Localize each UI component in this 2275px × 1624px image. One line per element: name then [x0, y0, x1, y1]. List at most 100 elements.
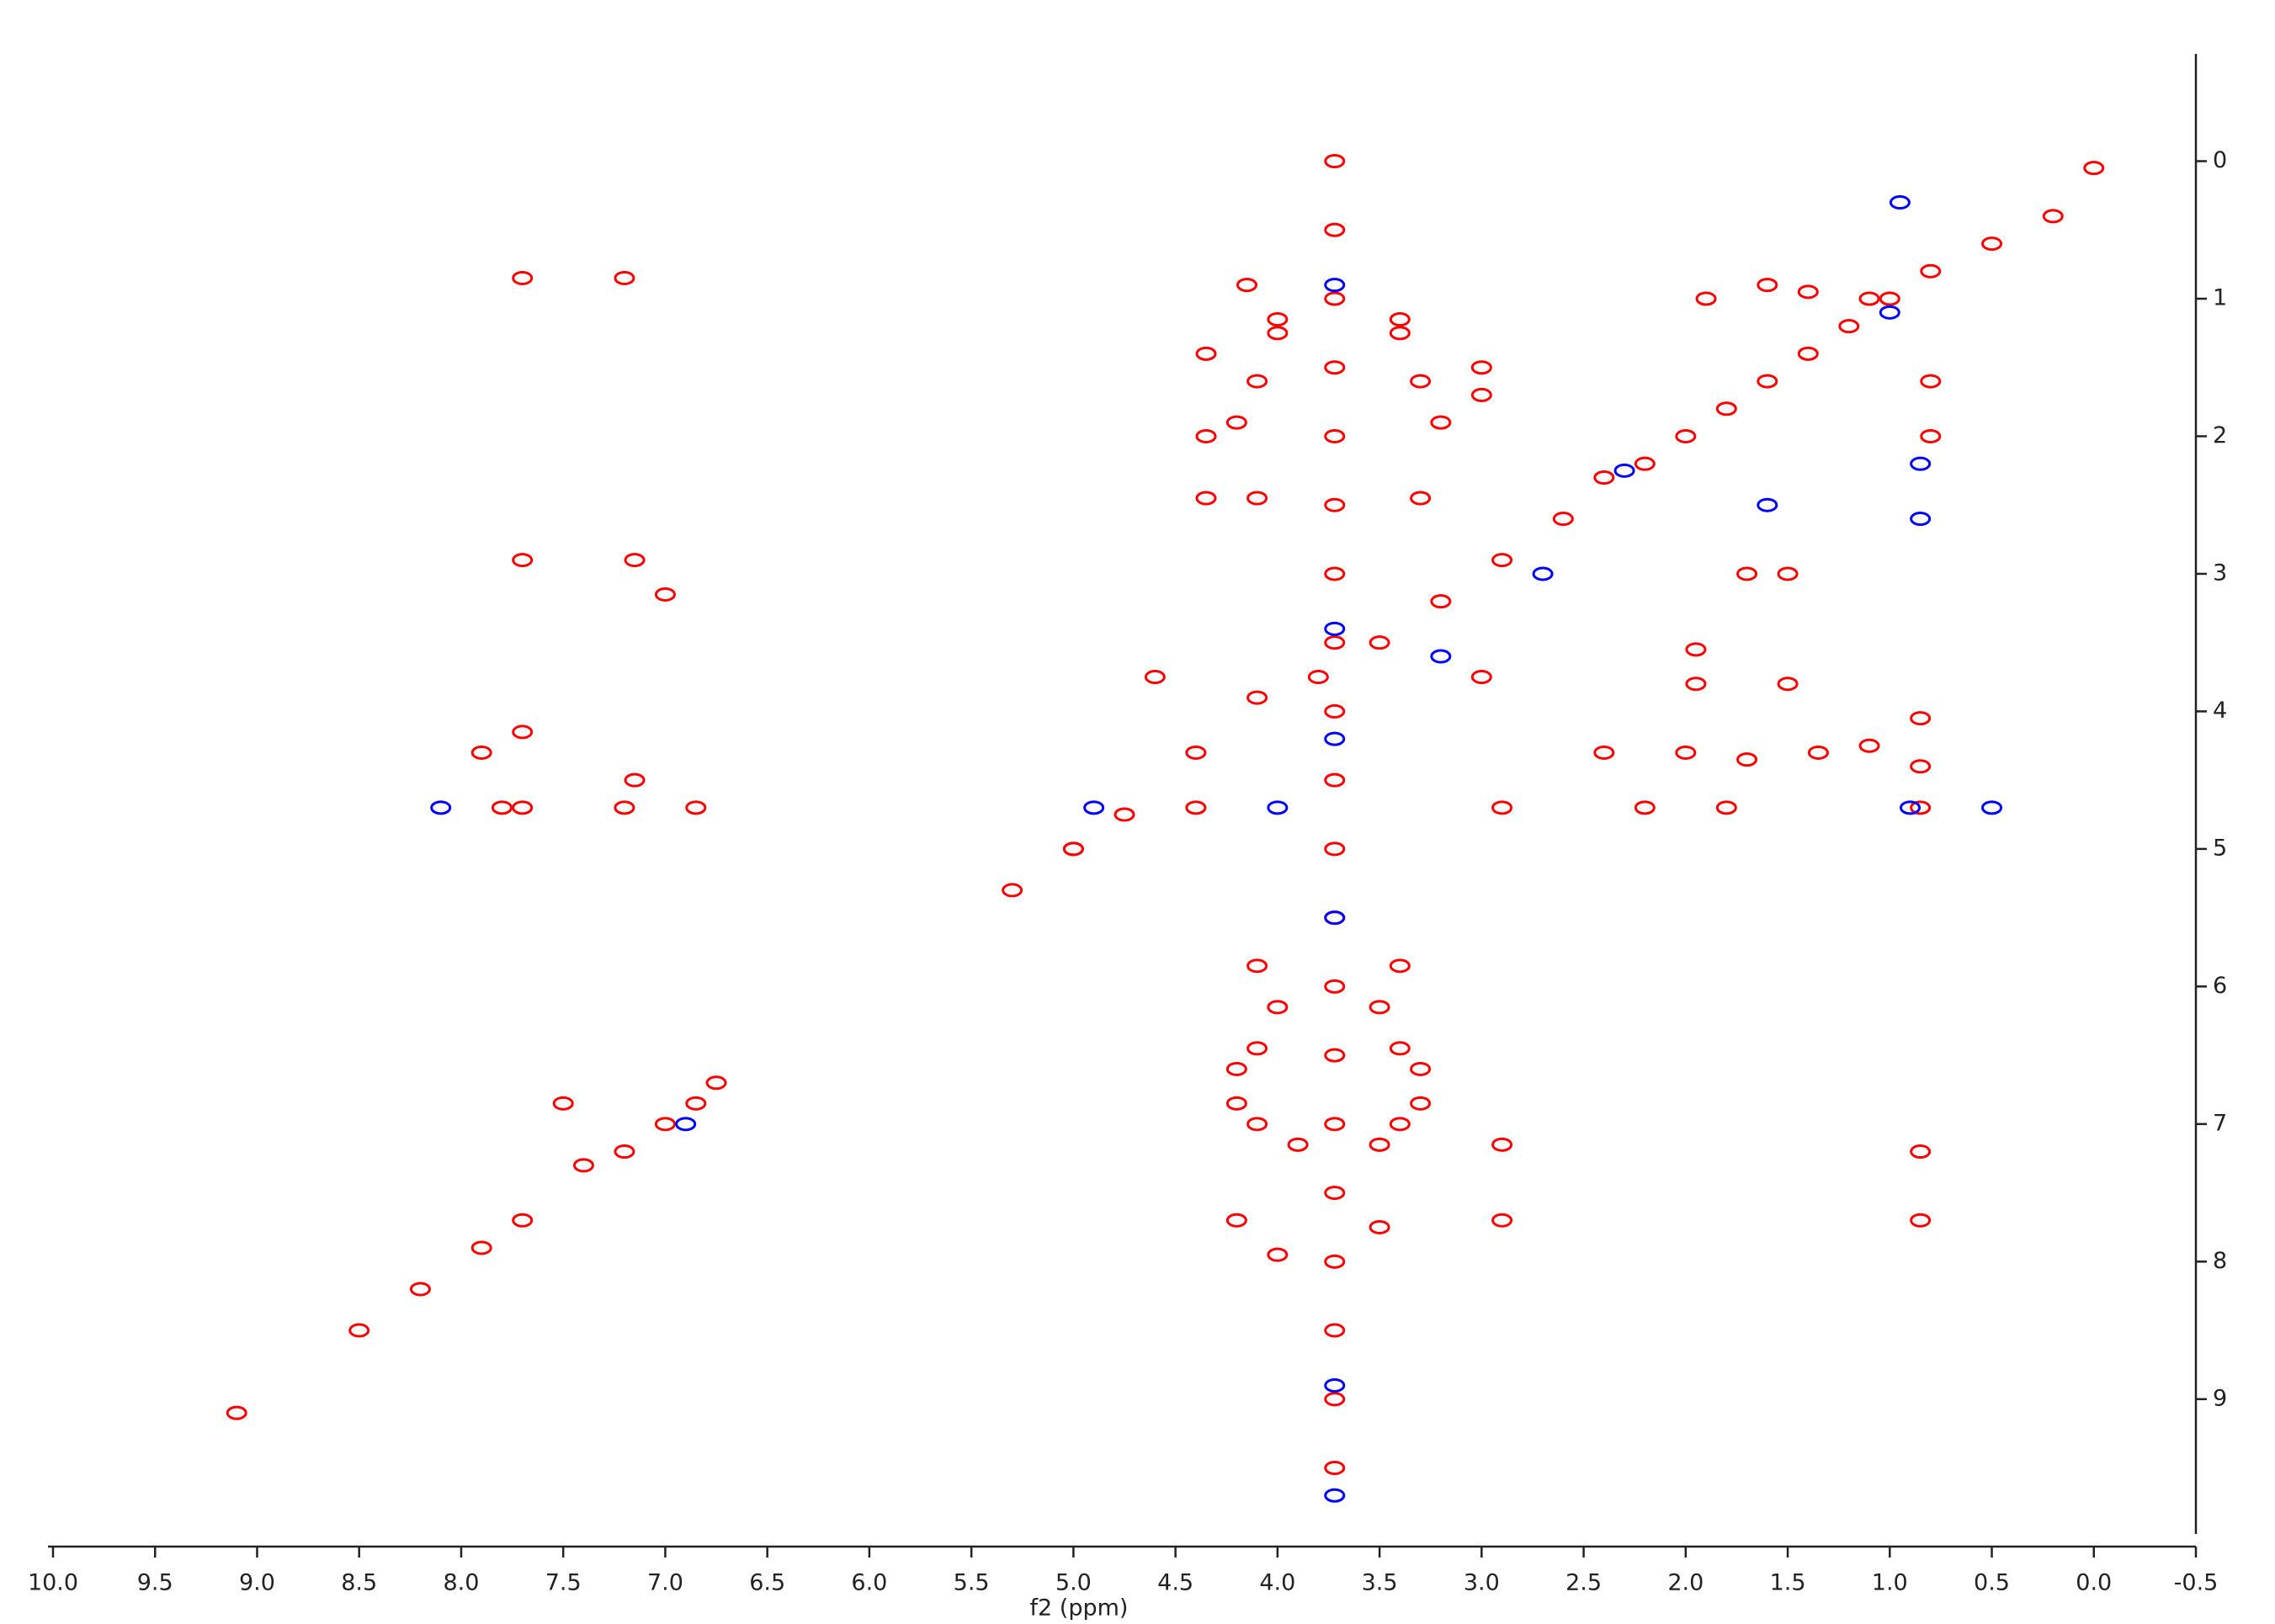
- peak: [1491, 1213, 1513, 1228]
- x-tick-label: 1.5: [1770, 1570, 1806, 1596]
- peak: [1267, 326, 1289, 341]
- peak: [1920, 263, 1942, 279]
- peak: [512, 553, 534, 568]
- peak: [409, 1282, 431, 1297]
- peak: [1246, 374, 1268, 389]
- x-tick-label: 2.5: [1565, 1570, 1602, 1596]
- peak: [614, 270, 635, 285]
- y-tick-label: 6: [2213, 973, 2227, 999]
- peak: [1910, 1213, 1932, 1228]
- peak: [1324, 154, 1346, 169]
- peak: [1225, 1213, 1247, 1228]
- peak: [1195, 428, 1217, 443]
- peak: [1470, 387, 1492, 402]
- x-tick-label: 3.5: [1362, 1570, 1398, 1596]
- peak: [675, 1117, 697, 1132]
- y-tick-label: 4: [2213, 698, 2227, 724]
- x-tick-label: 9.0: [239, 1570, 275, 1596]
- peak: [1777, 566, 1799, 581]
- peak: [1062, 841, 1084, 857]
- peak: [1552, 512, 1574, 527]
- peak: [512, 724, 534, 740]
- peak: [1236, 278, 1257, 293]
- y-tick-label: 7: [2213, 1110, 2227, 1136]
- peak: [1389, 1041, 1411, 1056]
- peak: [1736, 752, 1758, 767]
- peak: [1910, 800, 1932, 815]
- x-tick-label: 3.0: [1464, 1570, 1500, 1596]
- peak: [705, 1075, 727, 1091]
- peak: [1715, 401, 1737, 417]
- peak: [1910, 512, 1932, 527]
- peak: [1410, 1096, 1432, 1111]
- peak: [1267, 1000, 1289, 1015]
- peak: [1736, 566, 1758, 581]
- peak: [1389, 1117, 1411, 1132]
- peak: [1981, 236, 2003, 252]
- peak: [1324, 1117, 1346, 1132]
- peak: [1593, 745, 1615, 760]
- peak: [1410, 1061, 1432, 1076]
- peak: [1324, 910, 1346, 926]
- peak: [1144, 670, 1166, 685]
- peak: [1195, 491, 1217, 506]
- peak: [1858, 291, 1880, 306]
- peak: [1838, 319, 1860, 334]
- x-tick-label: 0.0: [2076, 1570, 2112, 1596]
- peak: [1185, 745, 1207, 760]
- peak: [572, 1158, 594, 1173]
- peak: [1369, 1137, 1390, 1152]
- peak: [1470, 670, 1492, 685]
- peak: [1695, 291, 1717, 306]
- peak: [1246, 1117, 1268, 1132]
- peak: [1369, 635, 1390, 650]
- x-tick-label: 5.5: [954, 1570, 990, 1596]
- x-tick-label: 7.5: [545, 1570, 582, 1596]
- peak: [1910, 711, 1932, 726]
- peak: [1685, 642, 1707, 657]
- peak: [1195, 346, 1217, 361]
- peak: [1324, 1254, 1346, 1269]
- peak: [1369, 1000, 1390, 1015]
- peak: [1324, 841, 1346, 857]
- peak: [1430, 415, 1452, 430]
- peak: [1910, 759, 1932, 774]
- x-tick-label: -0.5: [2174, 1570, 2219, 1596]
- peak: [1410, 491, 1432, 506]
- y-tick-label: 5: [2213, 835, 2227, 861]
- x-tick-label: 5.0: [1055, 1570, 1092, 1596]
- peak: [1910, 1144, 1932, 1160]
- peak: [348, 1323, 370, 1338]
- peak: [1879, 291, 1900, 306]
- peak: [1185, 800, 1207, 815]
- peak: [1491, 1137, 1513, 1152]
- peak: [1324, 566, 1346, 581]
- peak: [1267, 1247, 1289, 1262]
- peak: [1114, 807, 1135, 822]
- x-tick-label: 2.0: [1667, 1570, 1704, 1596]
- peak: [1470, 360, 1492, 375]
- x-tick-label: 4.0: [1259, 1570, 1295, 1596]
- peak: [552, 1096, 574, 1111]
- x-tick-label: 1.0: [1872, 1570, 1908, 1596]
- x-axis-label: f2 (ppm): [1030, 1595, 1129, 1621]
- peak: [512, 800, 534, 815]
- peak: [1777, 677, 1799, 692]
- peak: [1797, 284, 1819, 300]
- peak: [1920, 374, 1942, 389]
- peak: [1324, 1048, 1346, 1063]
- peak: [1324, 703, 1346, 719]
- peak: [1324, 731, 1346, 746]
- x-tick-label: 8.5: [341, 1570, 377, 1596]
- peak: [1324, 1323, 1346, 1338]
- peak: [1246, 958, 1268, 974]
- x-tick-label: 7.0: [647, 1570, 683, 1596]
- peak: [512, 270, 534, 285]
- y-tick-label: 2: [2213, 422, 2227, 448]
- peak: [654, 586, 676, 602]
- peak: [1634, 800, 1656, 815]
- peak: [1267, 312, 1289, 327]
- peak: [1307, 670, 1329, 685]
- peak: [1430, 649, 1452, 664]
